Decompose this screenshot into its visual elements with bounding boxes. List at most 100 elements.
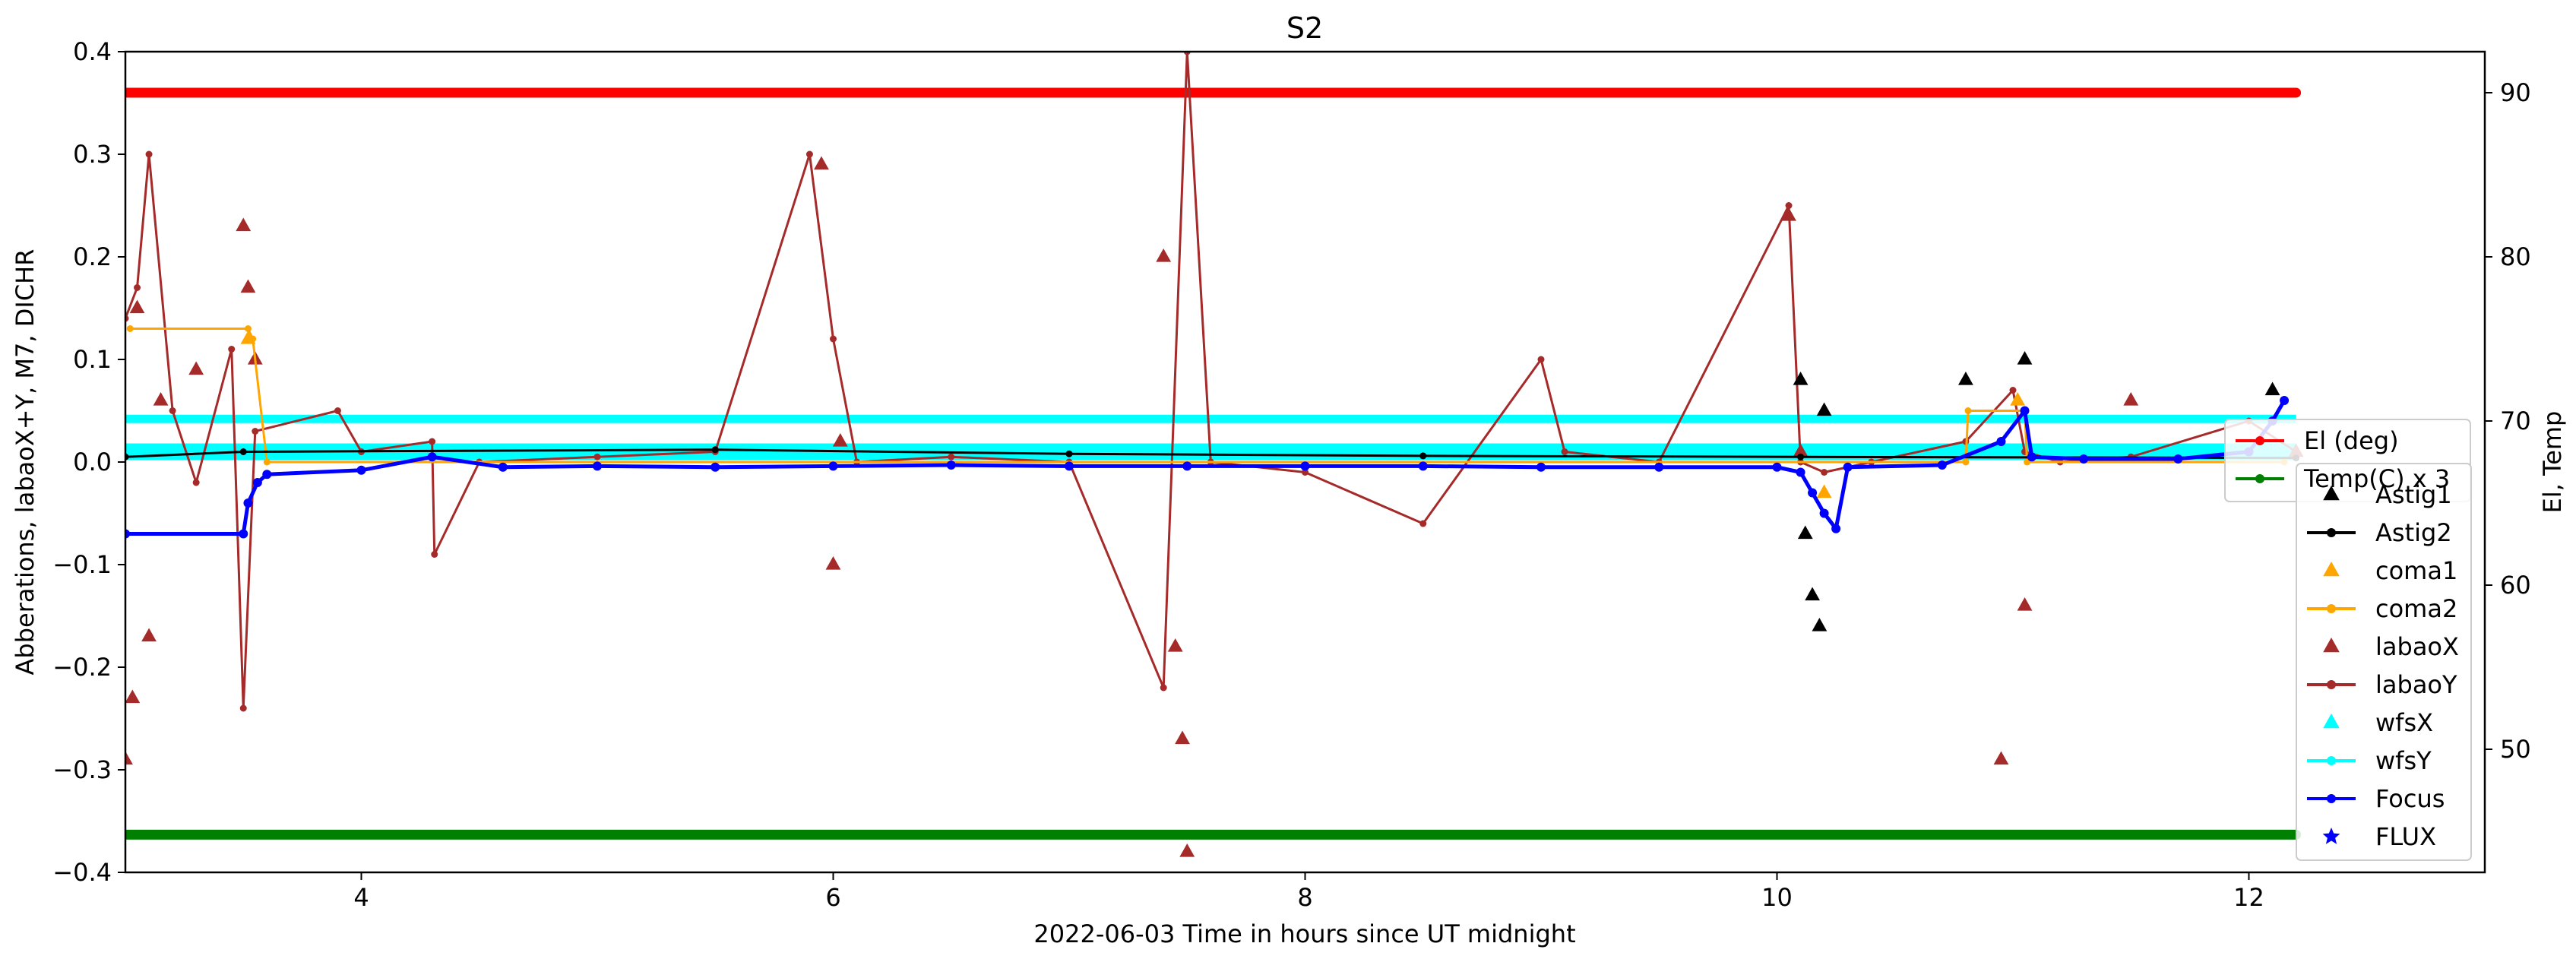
data-point — [228, 346, 236, 353]
data-point — [2017, 597, 2033, 611]
series-focus — [125, 396, 2290, 539]
data-point — [243, 498, 253, 508]
legend-item-astig2: Astig2 — [2307, 518, 2452, 547]
data-point — [431, 551, 438, 558]
data-point — [948, 453, 955, 461]
y-tick-label: 0.3 — [73, 140, 112, 169]
data-point — [2010, 392, 2026, 406]
data-point — [429, 438, 436, 445]
data-point — [1654, 462, 1664, 472]
data-point — [134, 284, 141, 291]
data-point — [2020, 406, 2030, 416]
data-point — [1821, 469, 1828, 476]
data-point — [1796, 467, 1805, 477]
data-point — [1797, 525, 1813, 540]
data-point — [1843, 462, 1853, 472]
data-point — [125, 751, 133, 765]
data-point — [1993, 751, 2009, 765]
y2-tick-label: 60 — [2500, 571, 2531, 600]
legend-item-temp-c-x-3: Temp(C) x 3 — [2236, 464, 2450, 493]
data-point — [1156, 248, 1172, 262]
data-point — [1536, 462, 1546, 472]
legend-marker — [2255, 474, 2264, 483]
legend-marker — [2323, 486, 2340, 501]
legend-label: wfsY — [2375, 746, 2432, 775]
data-point — [498, 462, 508, 472]
data-point — [1958, 372, 1973, 385]
data-point — [825, 556, 841, 570]
legend-label: El (deg) — [2304, 426, 2399, 455]
data-point — [2017, 351, 2033, 365]
y-tick-label: 0.4 — [73, 37, 112, 66]
data-point — [830, 335, 837, 343]
legend-marker — [2327, 794, 2336, 803]
legend-item-astig1: Astig1 — [2323, 480, 2452, 509]
data-point — [239, 448, 247, 455]
legend-marker — [2255, 436, 2264, 445]
data-point — [1781, 207, 1796, 221]
y-tick-label: −0.1 — [52, 550, 112, 579]
legend-label: Temp(C) x 3 — [2303, 464, 2450, 493]
y2-tick-label: 80 — [2500, 242, 2531, 271]
series-astig1 — [1793, 351, 2280, 631]
data-point — [125, 529, 130, 539]
data-point — [1805, 587, 1820, 601]
data-point — [2009, 387, 2017, 394]
data-point — [1179, 843, 1195, 857]
data-point — [1065, 450, 1073, 457]
legend-item-wfsy: wfsY — [2307, 746, 2432, 775]
data-point — [1812, 618, 1828, 631]
data-point — [153, 392, 169, 406]
data-point — [1962, 458, 1970, 466]
y2-axis-label: El, Temp — [2538, 411, 2567, 514]
legend-item-el-deg: El (deg) — [2236, 426, 2399, 455]
data-point — [1816, 484, 1832, 498]
y-tick-label: −0.2 — [52, 653, 112, 682]
data-point — [141, 628, 157, 642]
data-point — [814, 156, 829, 170]
data-point — [129, 299, 145, 314]
x-tick-label: 4 — [353, 883, 369, 912]
data-point — [192, 479, 200, 486]
legend-marker — [2327, 680, 2336, 689]
legend-item-wfsx: wfsX — [2323, 708, 2433, 737]
data-point — [1808, 488, 1818, 498]
data-point — [593, 453, 601, 461]
data-point — [1793, 372, 1809, 385]
data-point — [125, 689, 141, 704]
data-point — [2079, 454, 2089, 464]
x-tick-label: 12 — [2233, 883, 2264, 912]
legend-label: Astig1 — [2375, 480, 2452, 509]
legend-label: coma2 — [2375, 594, 2457, 623]
legend-label: wfsX — [2375, 708, 2433, 737]
legend-marker — [2323, 562, 2340, 577]
x-tick-label: 6 — [825, 883, 840, 912]
data-point — [239, 704, 247, 712]
legend-marker — [2327, 756, 2336, 765]
data-point — [711, 446, 719, 454]
data-point — [1816, 402, 1832, 416]
y-axis-label: Abberations, labaoX+Y, M7, DICHR — [11, 249, 40, 676]
series-coma1 — [240, 331, 2026, 498]
data-point — [1302, 469, 1309, 476]
data-point — [946, 461, 956, 470]
legend-label: FLUX — [2375, 822, 2436, 851]
data-point — [263, 458, 271, 466]
data-point — [126, 325, 134, 332]
data-point — [805, 150, 813, 158]
legend-item-coma2: coma2 — [2307, 594, 2457, 623]
legend-label: Astig2 — [2375, 518, 2452, 547]
data-point — [2173, 454, 2183, 464]
data-point — [1419, 520, 1427, 527]
data-point — [1182, 461, 1192, 471]
data-point — [828, 461, 838, 471]
data-point — [1797, 453, 1805, 461]
data-point — [1300, 461, 1310, 471]
data-point — [1831, 524, 1841, 533]
data-point — [1175, 730, 1190, 745]
legend-item-focus: Focus — [2307, 784, 2445, 813]
y-tick-label: 0.1 — [73, 345, 112, 374]
data-point — [1561, 448, 1568, 455]
data-point — [593, 461, 602, 471]
